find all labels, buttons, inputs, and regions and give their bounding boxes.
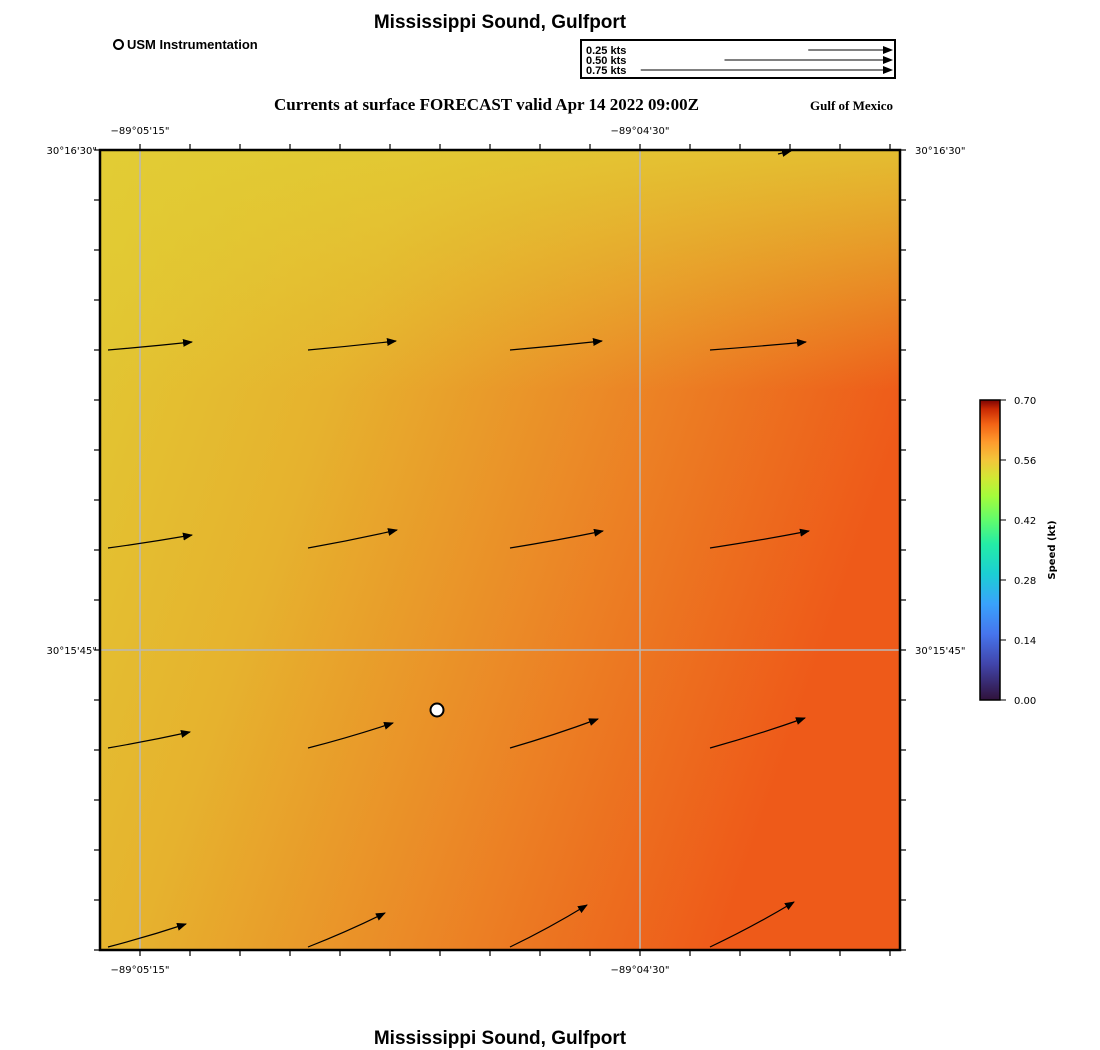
- lat-tick-right-1: 30°16'30": [915, 146, 966, 157]
- vector-scale-label: 0.75 kts: [586, 65, 626, 77]
- colorbar-tick-label: 0.42: [1014, 516, 1036, 527]
- current-arrow: [709, 717, 806, 749]
- lat-tick-left-1: 30°16'30": [46, 146, 97, 157]
- current-arrow: [777, 149, 792, 157]
- graticule: [100, 150, 900, 950]
- current-arrow: [509, 338, 603, 351]
- map-title: Mississippi Sound, Gulfport: [373, 12, 627, 33]
- vector-scale-label: 0.25 kts: [586, 45, 626, 57]
- lon-tick-bottom-1: −89°05'15": [111, 965, 170, 976]
- current-arrow: [509, 718, 599, 749]
- axis-labels: −89°05'15" −89°04'30" −89°05'15" −89°04'…: [46, 126, 965, 976]
- current-arrow: [307, 722, 394, 749]
- current-arrow: [107, 923, 187, 948]
- current-arrow: [307, 528, 398, 549]
- forecast-subtitle: Currents at surface FORECAST valid Apr 1…: [274, 95, 700, 114]
- current-arrow: [307, 912, 386, 948]
- lon-tick-top-2: −89°04'30": [611, 126, 670, 137]
- colorbar-tick-label: 0.28: [1014, 576, 1036, 587]
- speed-field: [100, 150, 900, 950]
- current-arrow: [709, 528, 810, 549]
- station-legend-label: USM Instrumentation: [127, 37, 258, 52]
- lat-tick-right-2: 30°15'45": [915, 646, 966, 657]
- colorbar-title: Speed (kt): [1047, 520, 1058, 579]
- speed-field-overlay: [100, 150, 900, 950]
- frame-ticks: [94, 144, 906, 956]
- lon-tick-top-1: −89°05'15": [111, 126, 170, 137]
- current-arrow: [107, 532, 193, 549]
- region-label: Gulf of Mexico: [810, 98, 894, 113]
- lon-tick-bottom-2: −89°04'30": [611, 965, 670, 976]
- vector-scale-box: [580, 39, 896, 79]
- colorbar-ramp: [979, 399, 1001, 701]
- station-marker-icon: [113, 39, 124, 50]
- colorbar-tick-label: 0.56: [1014, 456, 1036, 467]
- map-footer-title: Mississippi Sound, Gulfport: [373, 1028, 627, 1049]
- colorbar-tick-label: 0.70: [1014, 396, 1036, 407]
- lat-tick-left-2: 30°15'45": [46, 646, 97, 657]
- colorbar: 0.70 0.56 0.42 0.28 0.14 0.00 Speed (kt): [979, 396, 1058, 707]
- vector-scale-label: 0.50 kts: [586, 55, 626, 67]
- current-arrow: [307, 338, 397, 351]
- current-arrow: [107, 338, 193, 351]
- current-vectors: [107, 149, 810, 948]
- current-arrow: [709, 338, 807, 351]
- current-arrow: [509, 528, 604, 549]
- current-arrow: [709, 901, 795, 948]
- current-arrow: [509, 904, 588, 948]
- station-marker: [429, 702, 445, 718]
- colorbar-tick-label: 0.00: [1014, 696, 1036, 707]
- colorbar-tick-label: 0.14: [1014, 636, 1036, 647]
- current-arrow: [107, 730, 191, 749]
- station-legend: USM Instrumentation: [113, 37, 258, 52]
